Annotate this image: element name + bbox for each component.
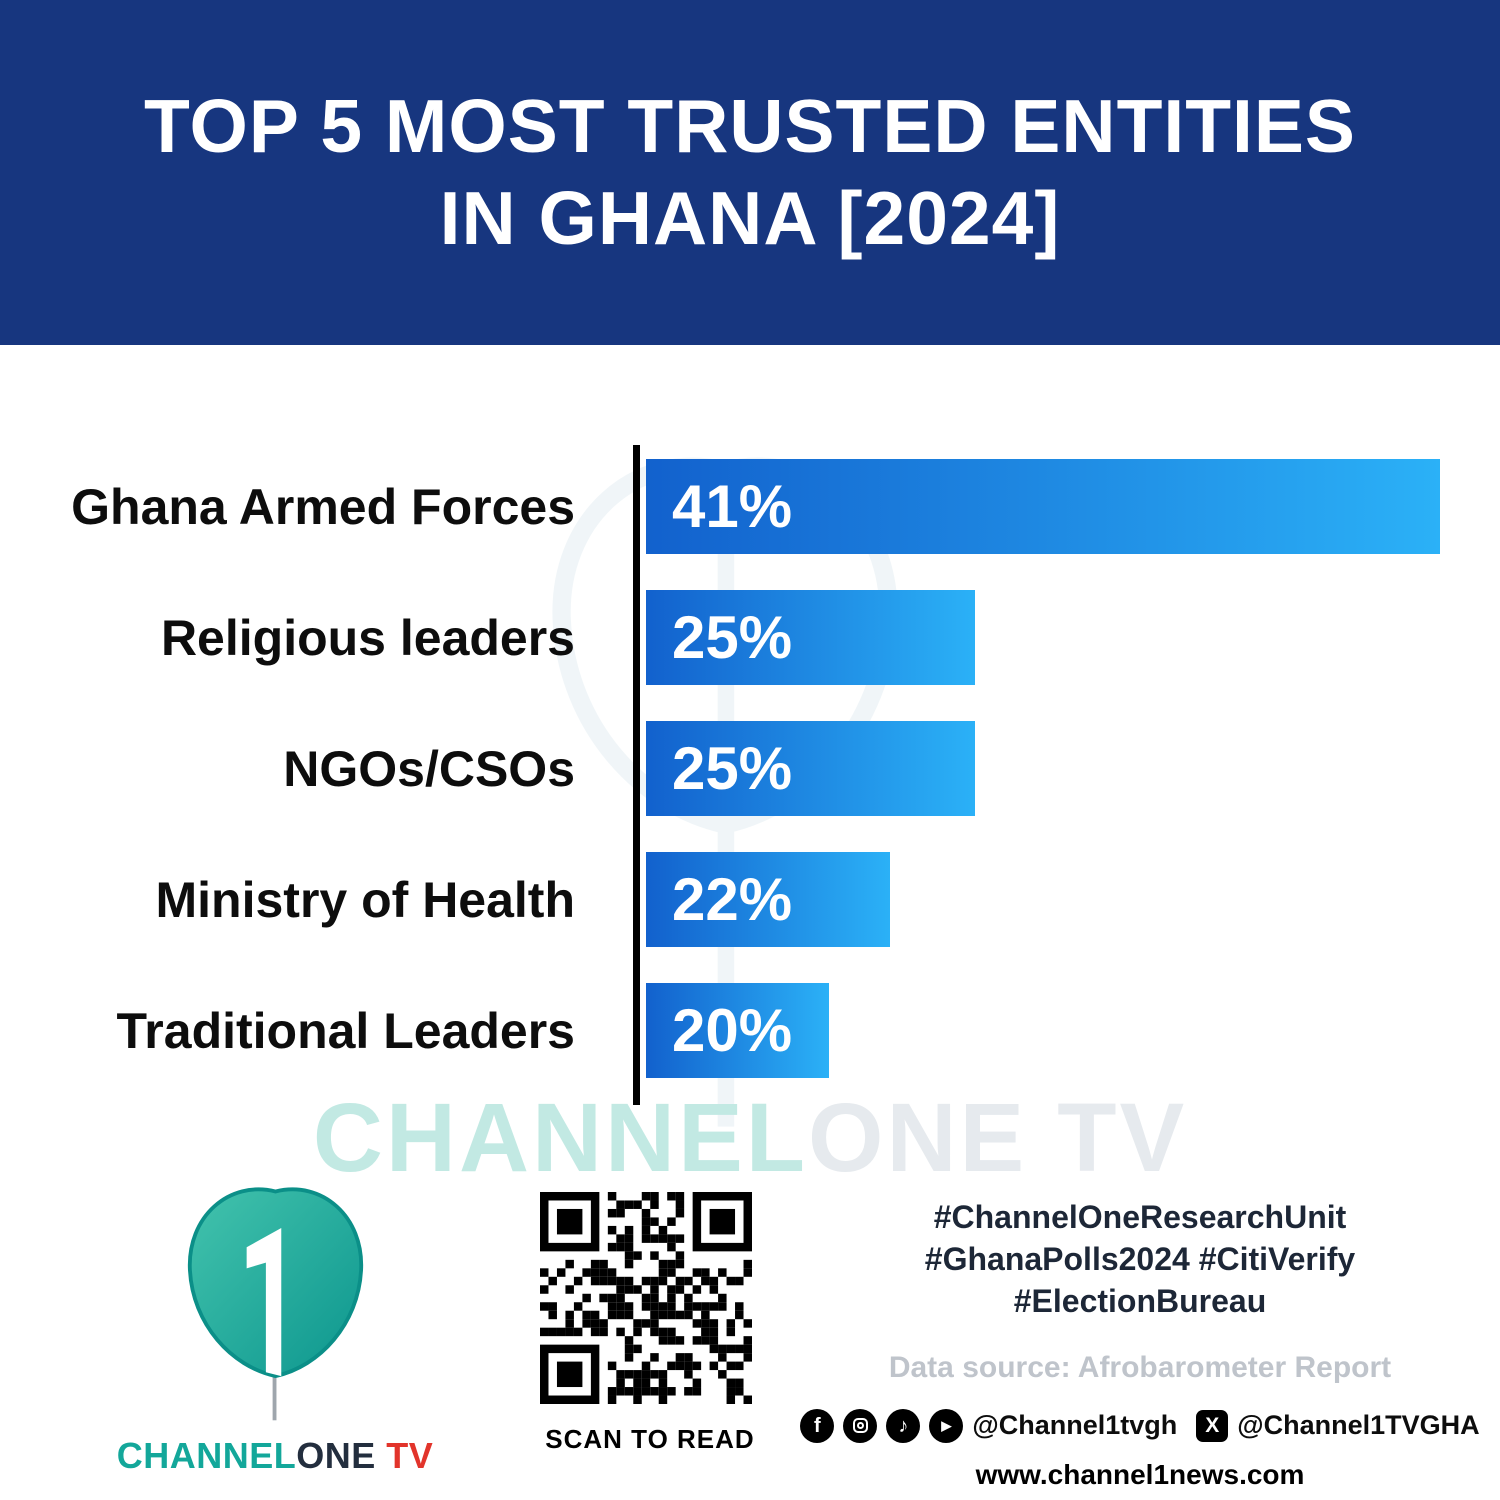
social-handle-1: @Channel1tvgh — [972, 1410, 1178, 1441]
brand-watermark-part2: ONE TV — [808, 1083, 1188, 1192]
category-label: Ministry of Health — [155, 871, 575, 928]
footer-info: #ChannelOneResearchUnit #GhanaPolls2024 … — [800, 1196, 1480, 1491]
category-label: Religious leaders — [160, 609, 575, 666]
tiktok-icon: ♪ — [886, 1408, 921, 1443]
bar: 25% — [646, 721, 975, 816]
bar-value-label: 20% — [672, 997, 793, 1064]
qr-block: SCAN TO READ — [540, 1192, 760, 1455]
channel-one-logo: CHANNELONE TV — [115, 1178, 435, 1477]
chart-row: Traditional Leaders 20% — [0, 983, 1500, 1078]
bar-chart: Ghana Armed Forces 41% Religious leaders 25… — [0, 445, 1500, 1127]
brand-watermark-part1: CHANNEL — [312, 1083, 809, 1192]
qr-caption: SCAN TO READ — [545, 1424, 755, 1454]
brand-wordmark: CHANNELONE TV — [115, 1435, 435, 1477]
bar-value-label: 25% — [672, 604, 793, 671]
chart-row: Ghana Armed Forces 41% — [0, 459, 1500, 554]
page-title-line-2: IN GHANA [2024] — [439, 175, 1061, 260]
chart-row: Ministry of Health 22% — [0, 852, 1500, 947]
bar-value-label: 22% — [672, 866, 793, 933]
wordmark-one: ONE — [296, 1435, 376, 1476]
brand-watermark: CHANNELONE TV — [0, 1082, 1500, 1194]
channel-one-pick-icon — [187, 1187, 363, 1421]
social-handle-2: @Channel1TVGHA — [1237, 1410, 1480, 1441]
bar: 41% — [646, 459, 1440, 554]
wordmark-channel: CHANNEL — [116, 1435, 297, 1476]
hashtag-line-3: #ElectionBureau — [1013, 1283, 1267, 1320]
page-title-line-1: TOP 5 MOST TRUSTED ENTITIES — [144, 84, 1356, 168]
data-source-label: Data source: Afrobarometer Report — [888, 1350, 1392, 1384]
chart-row: Religious leaders 25% — [0, 590, 1500, 685]
hashtag-line-1: #ChannelOneResearchUnit — [933, 1199, 1347, 1235]
chart-row: NGOs/CSOs 25% — [0, 721, 1500, 816]
x-icon: X — [1196, 1409, 1229, 1442]
chart-rows: Ghana Armed Forces 41% Religious leaders 25… — [0, 459, 1500, 1114]
youtube-icon: ▶ — [929, 1408, 964, 1443]
bar-value-label: 25% — [672, 735, 793, 802]
logo-numeral-one — [246, 1228, 281, 1377]
category-label: Traditional Leaders — [116, 1002, 575, 1059]
social-row: f ♪ ▶ @Channel1tvgh X @Channel1TVGHA — [800, 1408, 1480, 1443]
bar-value-label: 41% — [672, 473, 793, 540]
bar: 25% — [646, 590, 975, 685]
hashtags: #ChannelOneResearchUnit #GhanaPolls2024 … — [855, 1196, 1425, 1323]
hashtag-line-2: #GhanaPolls2024 #CitiVerify — [924, 1241, 1356, 1278]
chart-axis — [633, 445, 640, 1105]
facebook-icon: f — [800, 1408, 835, 1443]
category-label: NGOs/CSOs — [283, 740, 575, 797]
bar: 22% — [646, 852, 890, 947]
header-banner: TOP 5 MOST TRUSTED ENTITIES IN GHANA [20… — [0, 0, 1500, 345]
website-url: www.channel1news.com — [975, 1458, 1305, 1490]
wordmark-tv: TV — [375, 1435, 434, 1476]
qr-code — [540, 1192, 752, 1404]
bar: 20% — [646, 983, 829, 1078]
instagram-icon — [843, 1408, 878, 1443]
category-label: Ghana Armed Forces — [71, 478, 575, 535]
